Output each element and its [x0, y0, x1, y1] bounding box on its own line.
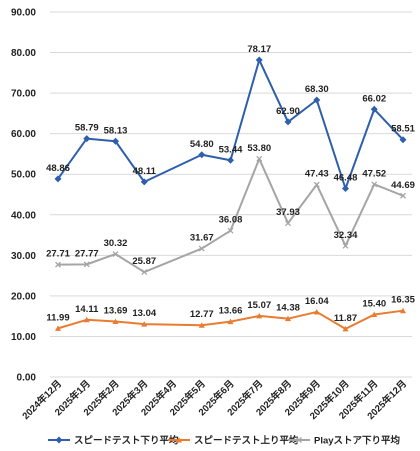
data-point: [83, 261, 90, 268]
x-axis-ticks: 2024年12月2025年1月2025年2月2025年3月2025年4月2025…: [20, 378, 409, 422]
data-point: [313, 308, 320, 315]
series-line: [57, 309, 404, 330]
data-point: [112, 251, 119, 257]
data-label: 53.44: [219, 144, 243, 155]
y-tick-label: 50.00: [11, 170, 36, 181]
legend-label: スピードテスト下り平均: [74, 435, 179, 447]
data-point: [342, 325, 349, 332]
data-point: [342, 242, 349, 249]
data-label: 47.52: [362, 168, 386, 179]
y-tick-label: 0.00: [17, 373, 37, 384]
data-label: 78.17: [247, 44, 271, 55]
data-label: 11.99: [46, 312, 69, 323]
data-label: 11.87: [334, 313, 357, 324]
data-label: 12.77: [190, 309, 214, 320]
y-tick-label: 80.00: [11, 48, 36, 59]
y-tick-label: 60.00: [11, 129, 36, 140]
data-point: [112, 318, 119, 324]
data-point: [55, 436, 63, 444]
data-label: 32.34: [334, 230, 358, 241]
data-label: 47.43: [305, 169, 329, 180]
data-point: [342, 184, 349, 192]
data-point: [371, 311, 378, 318]
data-point: [227, 227, 234, 234]
data-point: [83, 135, 91, 143]
data-point: [400, 307, 406, 314]
data-label: 62.90: [276, 106, 300, 117]
data-point: [112, 137, 119, 145]
data-label: 31.67: [190, 233, 214, 244]
data-point: [227, 156, 234, 164]
data-point: [55, 325, 61, 331]
data-label: 15.07: [247, 300, 271, 311]
y-tick-label: 20.00: [11, 291, 36, 302]
data-label: 27.77: [75, 248, 99, 259]
data-label: 13.66: [219, 306, 243, 317]
data-label: 14.11: [75, 304, 99, 315]
data-label: 13.69: [104, 305, 128, 316]
data-point: [313, 181, 320, 188]
data-label: 58.51: [391, 124, 415, 135]
data-point: [256, 312, 263, 319]
data-label: 14.38: [276, 303, 300, 314]
data-point: [140, 178, 148, 186]
data-point: [399, 136, 407, 144]
data-point: [198, 322, 205, 328]
data-point: [198, 151, 206, 159]
data-point: [141, 269, 148, 276]
data-point: [83, 316, 90, 323]
data-label: 36.08: [219, 215, 243, 226]
data-label: 58.13: [104, 125, 128, 136]
data-label: 48.11: [133, 166, 157, 177]
data-point: [400, 192, 406, 199]
data-label: 44.69: [391, 180, 415, 191]
data-label: 25.87: [132, 256, 156, 267]
data-label: 54.80: [190, 139, 214, 150]
data-point: [141, 321, 148, 327]
data-point: [55, 261, 61, 268]
data-label: 15.40: [362, 299, 386, 310]
series-line: [57, 157, 404, 274]
data-label: 48.86: [46, 163, 70, 174]
series-group: [54, 56, 407, 332]
data-label: 27.71: [46, 249, 70, 260]
legend-label: Playストア下り平均: [314, 435, 401, 447]
data-label: 46.48: [334, 172, 358, 183]
data-point: [371, 181, 378, 188]
data-label: 30.32: [104, 238, 128, 249]
y-axis-ticks: 0.00 10.00 20.00 30.00 40.00 50.00 60.00 70.00 8…: [11, 8, 36, 384]
data-label: 68.30: [305, 84, 329, 95]
data-point: [198, 245, 205, 252]
data-point: [285, 220, 291, 227]
data-point: [285, 315, 291, 322]
data-labels: 48.86 58.79 58.13 48.11 54.80 53.44 78.17 62.90…: [46, 44, 415, 324]
y-tick-label: 90.00: [11, 8, 36, 19]
y-tick-label: 70.00: [11, 89, 36, 100]
data-label: 53.80: [247, 143, 271, 154]
y-tick-label: 40.00: [11, 210, 36, 221]
series-line: [57, 58, 404, 190]
data-point: [370, 105, 378, 113]
y-tick-label: 10.00: [11, 332, 36, 343]
legend-label: スピードテスト上り平均: [194, 435, 299, 447]
data-point: [176, 437, 182, 443]
data-label: 16.35: [391, 295, 415, 306]
data-point: [313, 96, 321, 104]
data-label: 13.04: [132, 308, 156, 319]
data-label: 37.93: [276, 207, 300, 218]
data-label: 58.79: [75, 123, 99, 134]
legend: スピードテスト下り平均 スピードテスト上り平均 Playストア下り平均: [48, 435, 401, 447]
data-label: 16.04: [305, 296, 329, 307]
data-point: [54, 175, 62, 183]
data-point: [284, 118, 292, 126]
data-point: [255, 56, 263, 64]
data-point: [256, 155, 263, 162]
data-point: [227, 318, 234, 325]
data-point: [296, 437, 302, 443]
y-tick-label: 30.00: [11, 251, 36, 262]
data-label: 66.02: [362, 93, 386, 104]
